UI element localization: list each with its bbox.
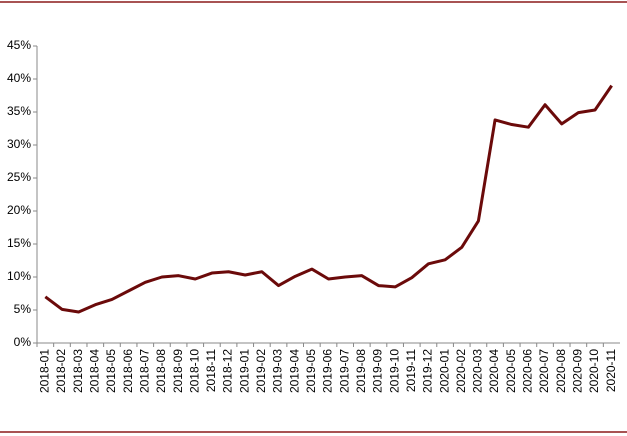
- x-tick-label: 2018-12: [221, 349, 235, 393]
- x-tick-label: 2018-05: [104, 349, 118, 393]
- y-tick-label: 15%: [7, 236, 31, 250]
- x-tick-label: 2019-05: [304, 349, 318, 393]
- x-tick-label: 2020-07: [537, 349, 551, 393]
- y-tick-label: 20%: [7, 203, 31, 217]
- x-tick-label: 2019-11: [404, 349, 418, 392]
- x-tick-label: 2020-09: [571, 349, 585, 393]
- x-tick-label: 2019-03: [271, 349, 285, 393]
- x-tick-label: 2019-01: [237, 349, 251, 393]
- x-tick-label: 2019-06: [321, 349, 335, 393]
- x-tick-label: 2019-02: [254, 349, 268, 393]
- line: [44, 84, 613, 314]
- y-tick-label: 35%: [7, 104, 31, 118]
- y-tick-label: 10%: [7, 269, 31, 283]
- x-tick-label: 2018-09: [171, 349, 185, 393]
- x-tick-label: 2020-01: [437, 349, 451, 393]
- x-tick-label: 2018-06: [121, 349, 135, 393]
- x-tick-label: 2019-09: [371, 349, 385, 393]
- y-tick-label: 25%: [7, 170, 31, 184]
- x-tick-label: 2018-08: [154, 349, 168, 393]
- x-tick-label: 2018-07: [137, 349, 151, 393]
- x-tick-label: 2018-01: [38, 349, 52, 393]
- x-tick-label: 2018-11: [204, 349, 218, 392]
- x-tick-label: 2018-04: [87, 349, 101, 393]
- x-tick-label: 2019-07: [337, 349, 351, 393]
- y-tick-label: 45%: [7, 38, 31, 52]
- y-tick-label: 30%: [7, 137, 31, 151]
- y-tick-label: 5%: [14, 302, 32, 316]
- x-tick-label: 2020-02: [454, 349, 468, 393]
- y-tick-label: 0%: [14, 335, 32, 349]
- x-tick-label: 2020-11: [604, 349, 618, 392]
- x-tick-label: 2020-05: [504, 349, 518, 393]
- x-tick-label: 2019-04: [287, 349, 301, 393]
- x-tick-label: 2019-12: [421, 349, 435, 393]
- x-tick-label: 2020-03: [471, 349, 485, 393]
- x-tick-label: 2020-04: [487, 349, 501, 393]
- x-tick-label: 2018-02: [54, 349, 68, 393]
- x-tick-label: 2019-10: [387, 349, 401, 393]
- x-tick-label: 2020-10: [587, 349, 601, 393]
- y-tick-label: 40%: [7, 71, 31, 85]
- x-tick-label: 2018-10: [187, 349, 201, 393]
- x-tick-label: 2020-08: [554, 349, 568, 393]
- x-tick-label: 2020-06: [521, 349, 535, 393]
- x-tick-label: 2019-08: [354, 349, 368, 393]
- x-tick-label: 2018-03: [71, 349, 85, 393]
